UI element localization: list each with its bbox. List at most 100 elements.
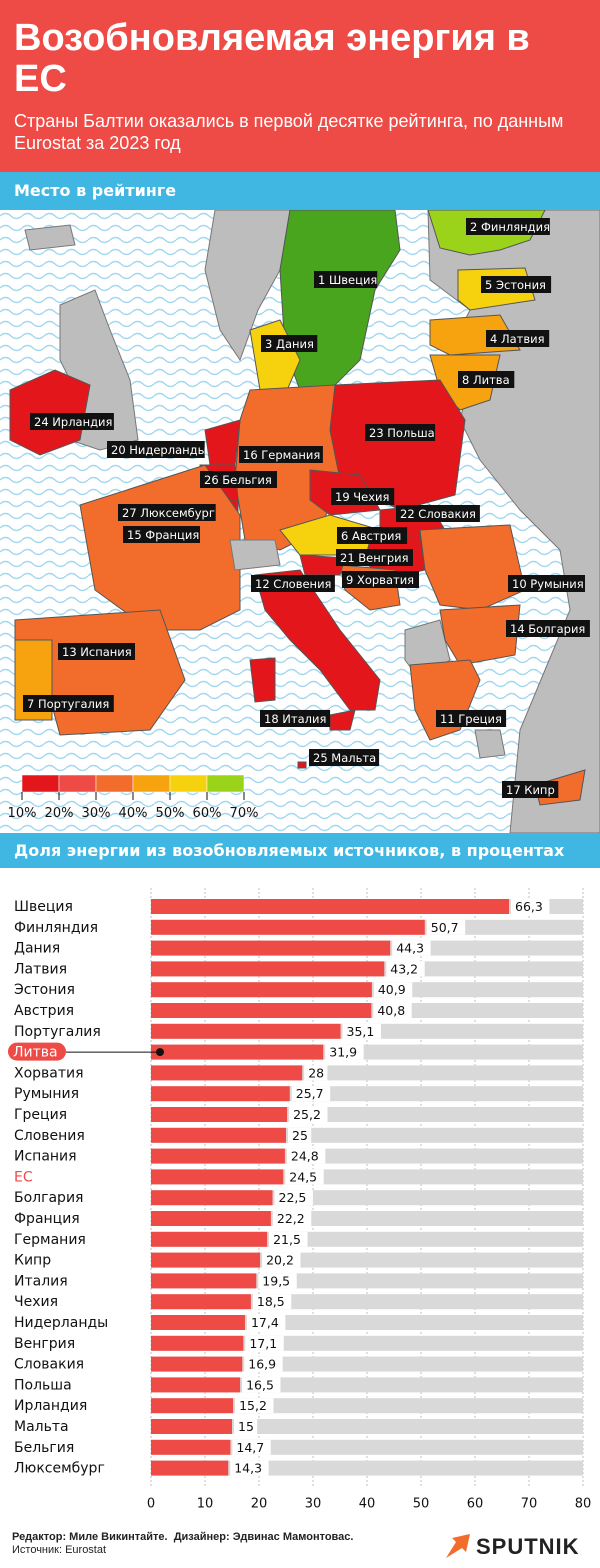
- bar-row: 24,8 Испания: [14, 1148, 583, 1165]
- value-label-bg: [373, 1003, 412, 1018]
- map-label-text: 26 Бельгия: [204, 473, 272, 487]
- value-label: 17,4: [251, 1315, 279, 1330]
- bar: [151, 1460, 229, 1476]
- value-label: 25,7: [296, 1086, 324, 1101]
- map-label-27: 27 Люксембург: [118, 504, 216, 521]
- map-label-19: 19 Чехия: [331, 488, 395, 505]
- sputnik-logo-text: SPUTNIK: [476, 1534, 580, 1559]
- map-label-text: 25 Мальта: [313, 751, 376, 765]
- bar: [151, 1231, 268, 1247]
- value-label: 44,3: [396, 941, 424, 956]
- value-label: 19,5: [262, 1273, 290, 1288]
- map-label-bg: [436, 710, 507, 727]
- value-label-bg: [269, 1231, 308, 1247]
- bar-row: 44,3 Дания: [14, 940, 583, 957]
- category-label: Литва: [13, 1045, 58, 1061]
- map-label-13: 13 Испания: [58, 643, 135, 660]
- legend-tick-label: 50%: [156, 806, 185, 821]
- value-label-bg: [274, 1190, 313, 1206]
- value-label-bg: [285, 1169, 324, 1185]
- value-label-bg: [235, 1398, 274, 1414]
- value-label: 24,5: [289, 1169, 317, 1184]
- map-label-bg: [342, 571, 419, 588]
- switzerland-shape: [229, 539, 281, 571]
- value-label: 17,1: [249, 1336, 277, 1351]
- bar-row: 14,7 Бельгия: [14, 1439, 583, 1456]
- x-tick-label: 20: [251, 1496, 268, 1511]
- sputnik-logo: SPUTNIK: [444, 1532, 594, 1562]
- highlight-label-bg: [8, 1042, 66, 1061]
- category-label: Австрия: [14, 1003, 74, 1019]
- category-label: Дания: [14, 941, 60, 957]
- map-label-bg: [331, 488, 395, 505]
- bar: [151, 1190, 273, 1206]
- map-label-text: 8 Литва: [462, 373, 510, 387]
- bar-row: 35,1 Португалия: [14, 1023, 583, 1040]
- bar: [151, 1065, 303, 1081]
- bar-row: 22,2 Франция: [14, 1211, 583, 1227]
- value-label-bg: [258, 1273, 297, 1289]
- category-label: Франция: [14, 1211, 80, 1227]
- ireland-shape: [9, 369, 91, 456]
- bar: [151, 1003, 372, 1018]
- map-label-bg: [336, 549, 413, 566]
- legend-tick-label: 70%: [230, 806, 259, 821]
- value-label-bg: [234, 1419, 258, 1434]
- value-label-bg: [511, 899, 550, 914]
- category-label: Латвия: [14, 961, 67, 977]
- legend-tick-label: 40%: [119, 806, 148, 821]
- legend-tick-label: 10%: [8, 806, 37, 821]
- category-label: Бельгия: [14, 1440, 74, 1456]
- value-label-bg: [288, 1127, 312, 1143]
- value-label-bg: [426, 919, 466, 935]
- map-label-bg: [365, 424, 436, 441]
- value-label: 24,8: [291, 1149, 319, 1164]
- bar-row: 16,5 Польша: [14, 1377, 583, 1393]
- map-label-text: 24 Ирландия: [34, 415, 112, 429]
- bar-row: 25,7 Румыния: [14, 1086, 583, 1102]
- bar-row: 20,2 Кипр: [14, 1252, 583, 1269]
- category-label: Германия: [14, 1232, 86, 1248]
- bar: [151, 982, 372, 998]
- map-label-3: 3 Дания: [261, 335, 318, 352]
- map-label-text: 9 Хорватия: [346, 573, 414, 587]
- value-label-bg: [230, 1460, 269, 1476]
- bar-row: 50,7 Финляндия: [14, 919, 583, 936]
- legend-swatch: [95, 774, 134, 793]
- value-label: 15,2: [239, 1398, 267, 1413]
- value-label: 35,1: [347, 1024, 375, 1039]
- map-label-text: 19 Чехия: [335, 490, 389, 504]
- legend-tick-labels: 10% 20% 30% 40% 50% 60% 70%: [8, 792, 259, 821]
- map-label-text: 20 Нидерланды: [111, 443, 207, 457]
- bar-row: 18,5 Чехия: [14, 1294, 583, 1310]
- value-label: 14,7: [236, 1440, 264, 1455]
- designer-credit: Дизайнер: Эдвинас Мамонтовас.: [173, 1531, 354, 1543]
- legend-tick-label: 30%: [82, 806, 111, 821]
- map-label-25: 25 Мальта: [309, 749, 380, 766]
- map-label-text: 3 Дания: [265, 337, 314, 351]
- value-label-bg: [252, 1294, 292, 1310]
- x-tick-label: 70: [521, 1496, 538, 1511]
- value-label-bg: [262, 1252, 301, 1268]
- map-label-text: 15 Франция: [127, 528, 199, 542]
- bar-row: 17,4 Нидерланды: [14, 1315, 583, 1331]
- map-label-bg: [260, 710, 331, 727]
- value-label-bg: [244, 1356, 283, 1372]
- map-label-text: 7 Португалия: [27, 697, 109, 711]
- bar: [151, 1335, 244, 1351]
- bar-row: 15,2 Ирландия: [14, 1398, 583, 1414]
- bar: [151, 1023, 341, 1039]
- legend-tick-label: 20%: [45, 806, 74, 821]
- map-legend: 10% 20% 30% 40% 50% 60% 70%: [8, 774, 259, 821]
- bar: [151, 1107, 288, 1122]
- map-label-bg: [23, 695, 114, 712]
- value-label: 14,3: [234, 1461, 262, 1476]
- bar: [151, 1377, 241, 1393]
- value-label-bg: [286, 1148, 326, 1164]
- map-label-26: 26 Бельгия: [200, 471, 277, 488]
- bar: [151, 919, 425, 935]
- category-label: Польша: [14, 1377, 72, 1393]
- map-label-text: 22 Словакия: [400, 507, 476, 521]
- category-label: Швеция: [14, 899, 73, 915]
- category-label: Чехия: [14, 1294, 58, 1310]
